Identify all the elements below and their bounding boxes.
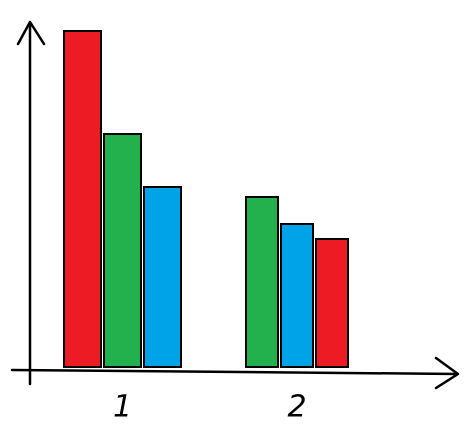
x-tick-label: 1 [113,390,132,425]
x-tick-label: 2 [287,390,306,425]
x-axis [10,356,460,390]
y-axis [16,20,46,386]
bar [143,186,182,368]
bar [315,238,349,368]
bar [63,30,102,368]
bar [103,133,142,368]
bar [280,223,314,368]
bar [245,196,279,368]
axes [10,20,460,390]
